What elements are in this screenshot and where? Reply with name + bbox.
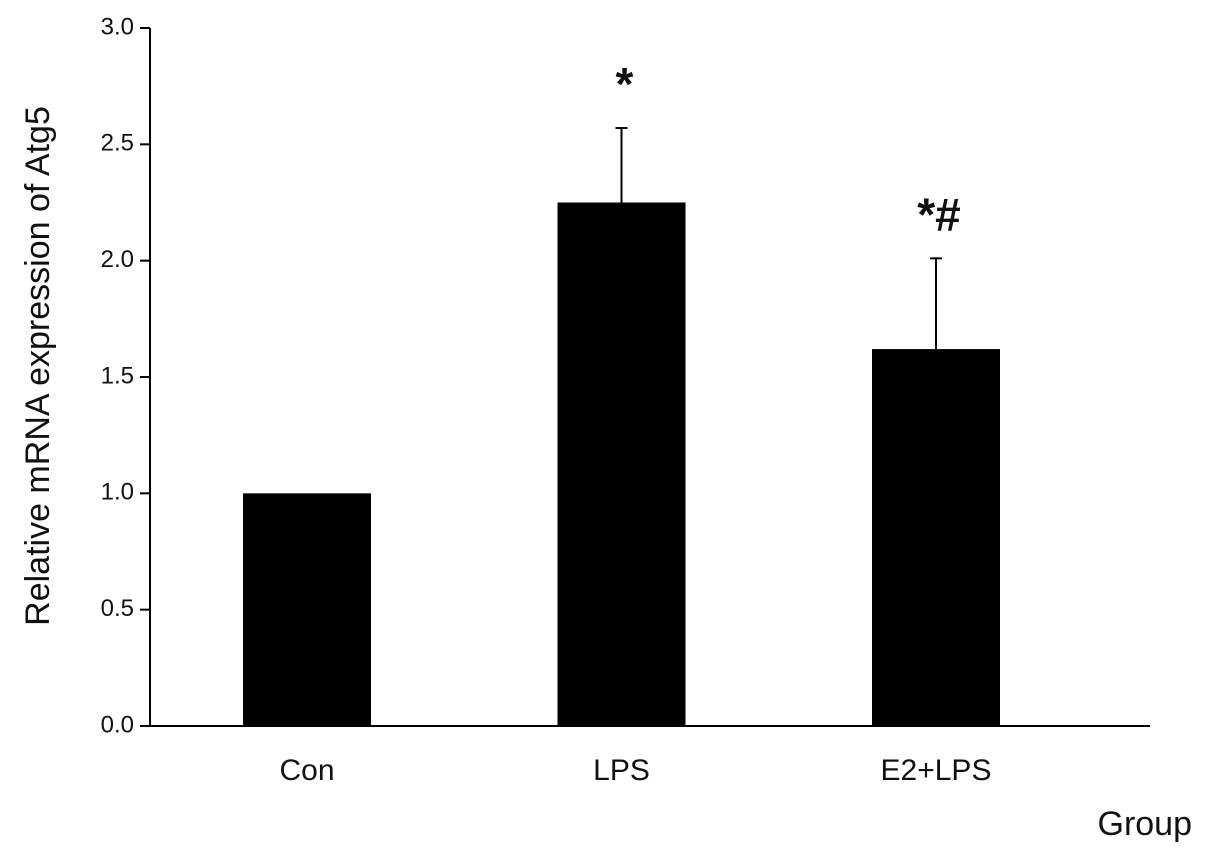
y-tick-label: 1.5: [101, 362, 134, 389]
x-tick-label: Con: [279, 754, 334, 787]
x-tick-label: E2+LPS: [881, 754, 992, 787]
significance-mark: *: [616, 58, 634, 110]
bar: [243, 493, 371, 726]
x-tick-label: LPS: [593, 754, 650, 787]
y-tick-label: 0.0: [101, 711, 134, 738]
y-tick-label: 2.5: [101, 130, 134, 157]
y-tick-label: 2.0: [101, 246, 134, 273]
y-tick-label: 1.0: [101, 479, 134, 506]
bar: [557, 202, 686, 726]
y-tick-label: 3.0: [101, 13, 134, 40]
y-tick-label: 0.5: [101, 595, 134, 622]
y-axis-label: Relative mRNA expression of Atg5: [19, 106, 57, 626]
significance-mark: *#: [917, 188, 960, 240]
x-axis-label: Group: [1098, 805, 1193, 843]
bar: [872, 349, 1000, 726]
